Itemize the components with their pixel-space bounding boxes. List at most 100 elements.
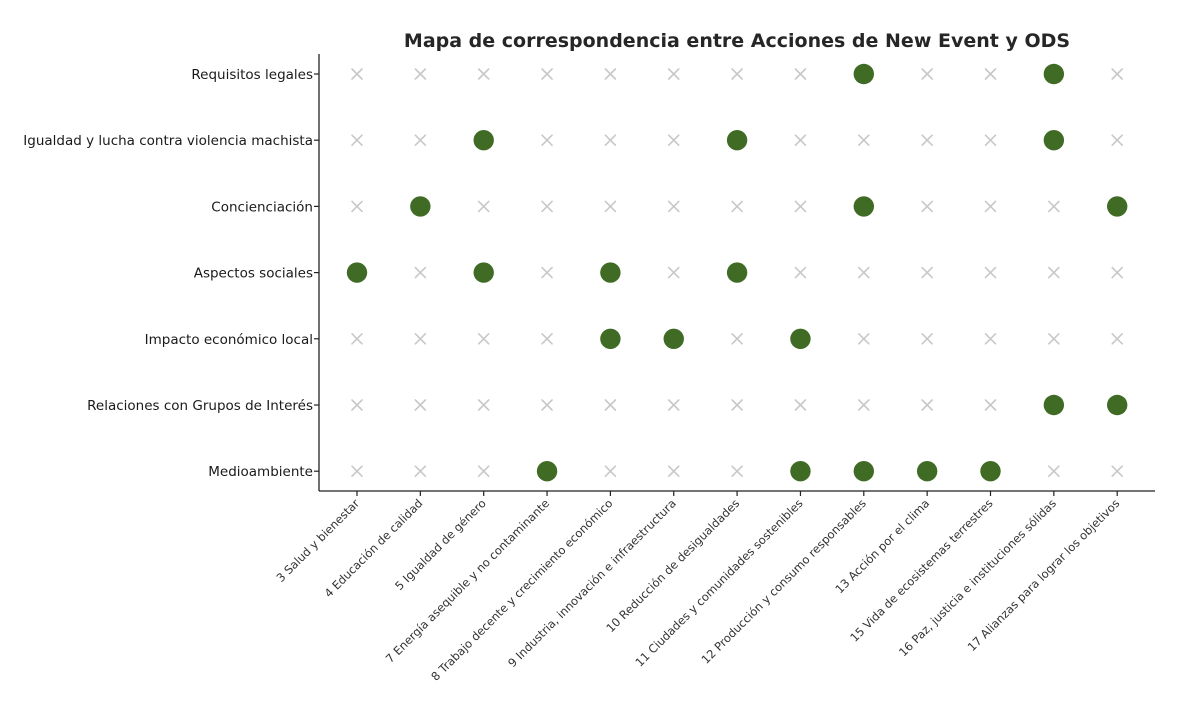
match-point	[600, 262, 621, 283]
no-match-marker	[1111, 134, 1123, 146]
no-match-marker	[1048, 465, 1060, 477]
no-match-marker	[667, 266, 680, 279]
no-match-marker	[414, 68, 427, 80]
no-match-marker	[667, 200, 680, 213]
no-match-marker	[667, 399, 680, 411]
match-point	[410, 196, 431, 217]
match-point	[790, 328, 811, 349]
no-match-marker	[541, 200, 553, 213]
match-point	[1043, 394, 1065, 416]
no-match-marker	[731, 333, 743, 345]
no-match-marker	[794, 134, 807, 146]
match-point	[980, 461, 1001, 482]
match-point	[1043, 130, 1065, 151]
no-match-marker	[414, 465, 427, 477]
no-match-marker	[604, 200, 617, 213]
no-match-marker	[984, 399, 997, 411]
no-match-marker	[794, 266, 807, 279]
no-match-marker	[1048, 333, 1060, 345]
x-tick-label: 10 Reducción de desigualdades	[603, 496, 742, 635]
no-match-marker	[351, 200, 363, 213]
no-match-marker	[351, 465, 363, 477]
no-match-marker	[731, 465, 743, 477]
no-match-marker	[351, 68, 363, 80]
y-tick-label: Impacto económico local	[145, 332, 313, 348]
x-tick-label: 15 Vida de ecosistemas terrestres	[847, 496, 995, 644]
no-match-marker	[604, 399, 617, 411]
no-match-marker	[984, 333, 997, 345]
no-match-marker	[921, 399, 933, 411]
y-tick-label: Relaciones con Grupos de Interés	[87, 398, 313, 414]
no-match-marker	[541, 266, 553, 279]
match-point	[1043, 63, 1065, 85]
no-match-marker	[921, 333, 933, 345]
plot-area: Requisitos legales Igualdad y lucha contr…	[23, 54, 1155, 684]
no-match-marker	[414, 134, 427, 146]
no-match-marker	[351, 134, 363, 146]
no-match-marker	[604, 465, 617, 477]
chart-title: Mapa de correspondencia entre Acciones d…	[404, 30, 1070, 52]
match-point	[663, 328, 684, 349]
no-match-marker	[541, 68, 553, 80]
no-match-marker	[1111, 266, 1123, 279]
y-tick-label: Requisitos legales	[191, 67, 313, 83]
no-match-marker	[667, 68, 680, 80]
match-point	[726, 130, 748, 151]
y-tick-label: Aspectos sociales	[194, 266, 313, 282]
no-match-marker	[1111, 465, 1123, 477]
match-point	[473, 130, 494, 151]
no-match-marker	[858, 399, 870, 411]
no-match-marker	[984, 266, 997, 279]
no-match-marker	[541, 134, 553, 146]
no-match-marker	[731, 399, 743, 411]
no-match-marker	[351, 333, 363, 345]
no-match-marker	[984, 200, 997, 213]
no-match-marker	[351, 399, 363, 411]
match-point	[473, 262, 494, 283]
no-match-marker	[414, 333, 427, 345]
no-match-marker	[414, 399, 427, 411]
no-match-marker	[541, 399, 553, 411]
no-match-marker	[984, 134, 997, 146]
no-match-marker	[921, 134, 933, 146]
match-point	[853, 63, 874, 85]
y-tick-label: Medioambiente	[208, 464, 313, 480]
no-match-marker	[604, 134, 617, 146]
match-point	[1107, 196, 1128, 217]
no-match-marker	[477, 399, 490, 411]
y-tick-label: Concienciación	[211, 199, 313, 215]
no-match-marker	[667, 465, 680, 477]
match-point	[536, 461, 558, 482]
match-point	[726, 262, 748, 283]
no-match-marker	[477, 200, 490, 213]
match-point	[790, 461, 811, 482]
no-match-marker	[858, 333, 870, 345]
no-match-marker	[731, 68, 743, 80]
no-match-marker	[921, 200, 933, 213]
no-match-marker	[731, 200, 743, 213]
no-match-marker	[921, 68, 933, 80]
no-match-marker	[794, 68, 807, 80]
no-match-marker	[1111, 68, 1123, 80]
no-match-marker	[1111, 333, 1123, 345]
no-match-marker	[414, 266, 427, 279]
no-match-marker	[541, 333, 553, 345]
no-match-marker	[794, 399, 807, 411]
no-match-marker	[1048, 266, 1060, 279]
match-point	[853, 461, 874, 482]
match-point	[346, 262, 368, 283]
y-tick-label: Igualdad y lucha contra violencia machis…	[23, 133, 313, 149]
no-match-marker	[858, 134, 870, 146]
no-match-marker	[477, 333, 490, 345]
no-match-marker	[604, 68, 617, 80]
match-point	[853, 196, 874, 217]
no-match-marker	[667, 134, 680, 146]
match-point	[1107, 394, 1128, 416]
match-point	[600, 328, 621, 349]
no-match-marker	[477, 465, 490, 477]
no-match-marker	[1048, 200, 1060, 213]
no-match-marker	[921, 266, 933, 279]
no-match-marker	[984, 68, 997, 80]
no-match-marker	[477, 68, 490, 80]
